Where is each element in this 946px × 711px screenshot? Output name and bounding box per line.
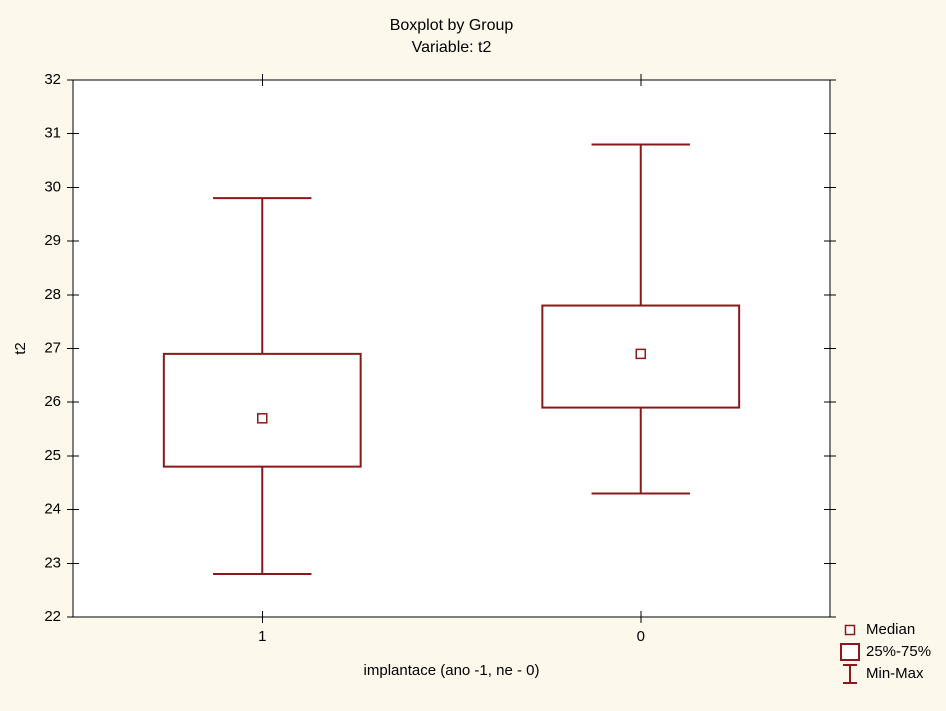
y-tick-label: 29 — [44, 232, 61, 249]
y-tick-label: 25 — [44, 447, 61, 464]
chart-svg: 22 23 24 25 26 27 28 29 30 31 32 t2 1 0 implantace (an… — [0, 0, 946, 711]
x-tick-label: 0 — [637, 628, 645, 645]
legend-median-icon — [846, 626, 855, 635]
y-tick-label: 28 — [44, 286, 61, 303]
y-tick-label: 22 — [44, 608, 61, 625]
y-tick-label: 27 — [44, 339, 61, 356]
legend-box-icon — [841, 644, 859, 660]
x-tick-label: 1 — [258, 628, 266, 645]
y-tick-label: 30 — [44, 178, 61, 195]
y-tick-label: 31 — [44, 125, 61, 142]
chart-container: 22 23 24 25 26 27 28 29 30 31 32 t2 1 0 implantace (an… — [0, 0, 946, 711]
median-marker — [636, 349, 645, 358]
median-marker — [258, 414, 267, 423]
legend-label: 25%-75% — [866, 643, 931, 660]
y-tick-label: 24 — [44, 501, 61, 518]
legend-label: Median — [866, 621, 915, 638]
chart-title-line2: Variable: t2 — [412, 39, 492, 56]
y-tick-label: 26 — [44, 393, 61, 410]
y-axis-label: t2 — [12, 342, 29, 355]
legend-label: Min-Max — [866, 665, 924, 682]
x-axis-label: implantace (ano -1, ne - 0) — [364, 662, 540, 679]
y-tick-label: 32 — [44, 71, 61, 88]
y-tick-label: 23 — [44, 554, 61, 571]
chart-title-line1: Boxplot by Group — [390, 17, 514, 34]
